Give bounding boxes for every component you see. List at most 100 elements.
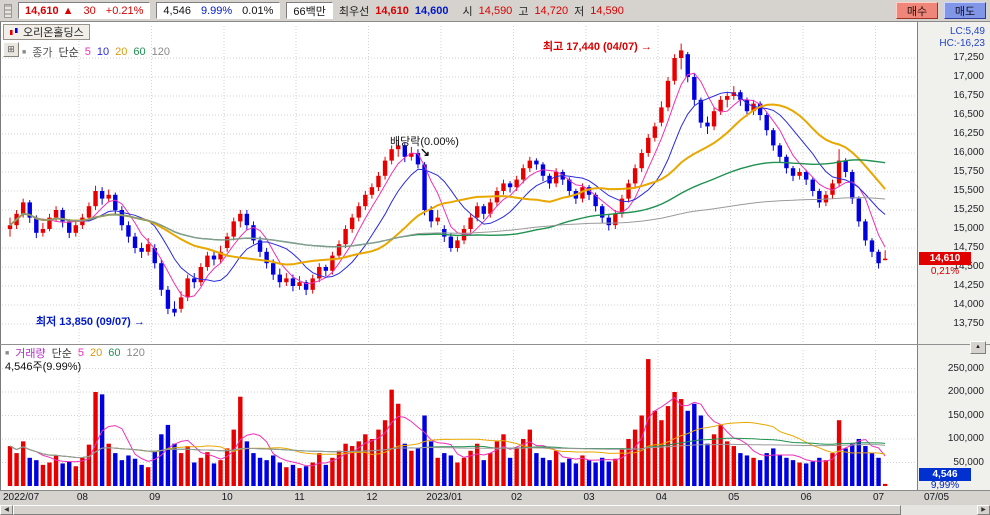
turnover-pct: 0.01% — [242, 4, 274, 17]
candlestick-icon — [10, 28, 18, 35]
x-axis-label: 02 — [511, 492, 523, 503]
best-quote-label: 최우선 — [338, 5, 370, 18]
x-axis-right-date: 07/05 — [924, 492, 950, 503]
x-axis-label: 2023/01 — [426, 492, 463, 503]
ma-period-120: 120 — [151, 46, 170, 58]
ma-period-10: 10 — [96, 46, 110, 58]
x-axis-label: 12 — [366, 492, 378, 503]
price-tick-label: 15,250 — [953, 204, 984, 215]
x-axis-label: 10 — [221, 492, 233, 503]
best-ask: 14,610 — [375, 4, 409, 17]
volume-ma-lines — [9, 396, 886, 467]
annotation-high-text: 최고 17,440 (04/07) — [543, 41, 638, 53]
annotation-ex-dividend: 배당락(0.00%) — [390, 136, 459, 148]
price-tick-label: 16,500 — [953, 109, 984, 120]
sell-button[interactable]: 매도 — [944, 2, 986, 19]
up-triangle-icon: ▲ — [62, 4, 74, 17]
price-tick-label: 14,500 — [953, 261, 984, 272]
bullet-icon: ■ — [5, 349, 10, 357]
x-axis-label: 09 — [149, 492, 161, 503]
volume-ma-20 — [9, 421, 886, 458]
price-tick-label: 15,500 — [953, 185, 984, 196]
current-volume-percent: 9,99% — [930, 480, 960, 491]
amount-field: 66백만 — [286, 2, 333, 19]
volume-tick-label: 200,000 — [947, 386, 984, 397]
volume-ma-120 — [9, 443, 886, 458]
scrollbar-thumb[interactable] — [13, 505, 901, 515]
legend-type: 단순 — [58, 47, 79, 59]
price-tick-label: 14,750 — [953, 242, 984, 253]
vol-ma-period-5: 5 — [77, 347, 84, 359]
legend-volume-type: 단순 — [51, 348, 72, 360]
open-price: 14,590 — [478, 4, 513, 17]
up-triangle-icon: ▲ — [975, 344, 981, 350]
high-label: 고 — [518, 5, 529, 18]
x-axis-label: 2022/07 — [3, 492, 40, 503]
x-axis[interactable]: 07/05 2022/07 08 09 10 11 12 2023/01 02 03 04 05 06… — [0, 490, 990, 505]
buy-button[interactable]: 매수 — [896, 2, 938, 19]
price-change-pct: +0.21% — [105, 4, 144, 17]
bullet-icon: ■ — [22, 48, 27, 56]
low-label: 저 — [574, 5, 585, 18]
volume-tick-label: 250,000 — [947, 362, 984, 374]
volume-legend: ■ 거래량 단순 5 20 60 120 — [5, 345, 145, 361]
grid-icon-button[interactable]: ⊞ — [3, 42, 19, 57]
volume-bars-group — [7, 359, 888, 486]
vol-ma-period-20: 20 — [89, 347, 103, 359]
ma-period-60: 60 — [133, 46, 146, 58]
annotation-high: 최고 17,440 (04/07) → — [543, 38, 652, 54]
ma-period-5: 5 — [84, 46, 91, 58]
price-ma-lines — [9, 72, 886, 298]
chart-scrollbar[interactable]: ◀ ▶ — [0, 505, 990, 515]
x-axis-label: 06 — [800, 492, 812, 503]
x-axis-label: 11 — [294, 492, 305, 503]
price-change: 30 — [83, 4, 96, 17]
chart-title-chip[interactable]: 오리온홀딩스 — [3, 24, 90, 40]
scroll-right-button[interactable]: ▶ — [977, 505, 990, 515]
price-legend: ■ 종가 단순 5 10 20 60 120 — [22, 44, 170, 60]
price-axis[interactable]: 17,250 17,000 16,750 16,500 16,250 16,000 15,7… — [918, 22, 990, 344]
x-axis-label: 04 — [655, 492, 667, 503]
price-tick-label: 16,750 — [953, 90, 984, 101]
day-volume-pct: 9.99% — [200, 4, 233, 17]
candles-group — [7, 43, 888, 317]
scroll-left-button[interactable]: ◀ — [0, 505, 13, 515]
open-label: 시 — [462, 5, 473, 18]
vol-ma-period-60: 60 — [108, 347, 121, 359]
annotation-low: 최저 13,850 (09/07) → — [36, 313, 145, 329]
scroll-left-icon: ◀ — [4, 507, 9, 513]
volume-axis-expand-button[interactable]: ▲ — [970, 341, 986, 354]
price-tick-label: 13,750 — [953, 318, 984, 329]
price-ma-5 — [9, 72, 886, 298]
current-volume-badge: 4,546 — [919, 468, 971, 481]
volume-axis[interactable]: 250,000 200,000 150,000 100,000 50,000 — [918, 344, 990, 490]
best-bid: 14,600 — [414, 4, 449, 17]
grid-lines — [2, 26, 917, 486]
price-ma-20 — [9, 103, 886, 266]
quote-toolbar: 14,610 ▲ 30 +0.21% 4,546 9.99% 0.01% 66백… — [0, 0, 990, 22]
price-tick-label: 15,750 — [953, 166, 984, 177]
price-ma-10 — [9, 91, 886, 282]
price-tick-label: 15,000 — [953, 223, 984, 234]
hc-label: HC:-16,23 — [939, 38, 985, 49]
price-tick-label: 17,250 — [953, 52, 984, 63]
vol-ma-period-120: 120 — [126, 347, 145, 359]
high-price: 14,720 — [534, 4, 569, 17]
day-volume: 4,546 — [163, 4, 191, 17]
ma-period-20: 20 — [115, 46, 128, 58]
x-axis-label: 03 — [583, 492, 595, 503]
price-tick-label: 16,250 — [953, 128, 984, 139]
legend-close-name: 종가 — [32, 47, 53, 59]
toolbar-grip[interactable] — [4, 3, 12, 18]
x-axis-label: 05 — [728, 492, 740, 503]
current-price-percent: 0,21% — [930, 266, 960, 277]
scroll-right-icon: ▶ — [981, 507, 986, 513]
price-tick-label: 14,250 — [953, 280, 984, 291]
arrow-right-icon: → — [133, 316, 145, 328]
price-field: 14,610 ▲ 30 +0.21% — [18, 2, 151, 19]
x-axis-label: 08 — [76, 492, 88, 503]
annotation-low-text: 최저 13,850 (09/07) — [36, 316, 131, 328]
stock-name: 오리온홀딩스 — [23, 27, 84, 39]
chart-canvas[interactable] — [0, 22, 990, 490]
